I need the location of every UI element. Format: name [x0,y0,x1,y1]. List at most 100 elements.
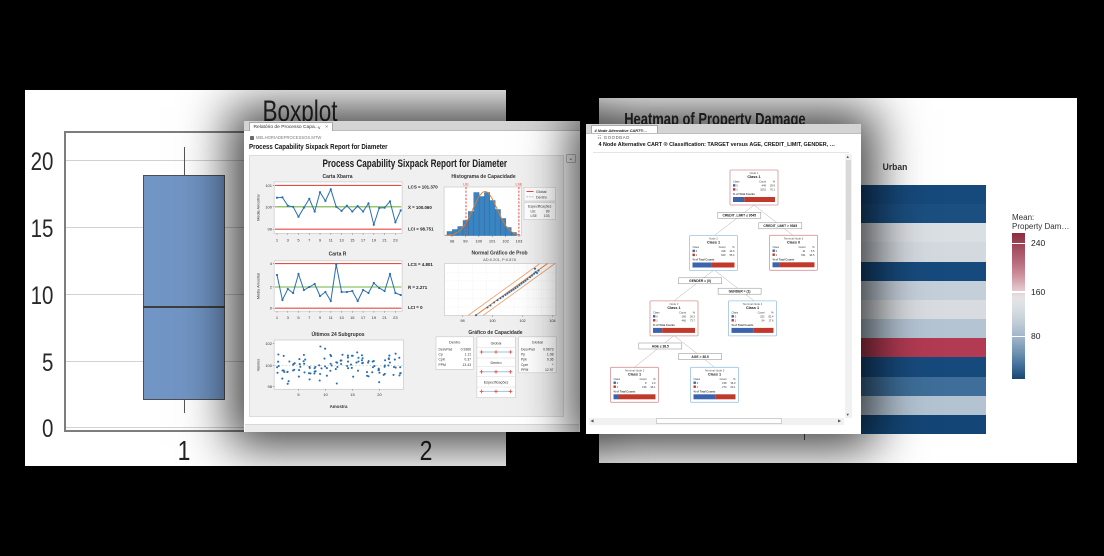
svg-text:AGE > 38.5: AGE > 38.5 [691,354,708,358]
svg-text:%: % [812,244,815,248]
svg-text:17: 17 [360,238,365,243]
svg-text:Ppk: Ppk [521,358,527,362]
svg-text:70.1: 70.1 [770,187,776,191]
svg-text:Class: Class [694,376,701,380]
svg-text:0: 0 [697,380,699,384]
svg-text:20: 20 [377,392,382,397]
svg-text:158: 158 [722,380,727,384]
svg-text:23: 23 [393,238,398,243]
svg-text:LCS = 4.801: LCS = 4.801 [408,262,433,267]
svg-text:55.4: 55.4 [729,253,735,257]
svg-text:PPM: PPM [521,368,529,372]
svg-text:Class: Class [614,376,621,380]
svg-text:1: 1 [275,315,278,320]
svg-text:% of Total Counts: % of Total Counts [773,257,795,261]
svg-text:0.36: 0.36 [546,358,553,362]
svg-text:101: 101 [488,238,495,243]
svg-text:Class 0: Class 0 [787,240,800,244]
svg-text:Carta Xbarra: Carta Xbarra [322,174,352,180]
svg-text:102: 102 [265,341,272,346]
svg-text:54: 54 [762,318,765,322]
svg-text:531: 531 [801,252,806,256]
svg-text:% of Total Counts: % of Total Counts [694,389,716,393]
svg-text:LCS = 101.370: LCS = 101.370 [408,184,438,189]
svg-text:DesvPad: DesvPad [521,347,535,351]
svg-text:0: 0 [696,249,698,253]
svg-text:19: 19 [371,315,376,320]
svg-text:7: 7 [308,238,311,243]
svg-text:Gráfico de Capacidade: Gráfico de Capacidade [468,330,522,336]
svg-text:Class: Class [653,310,660,314]
svg-text:Node 3: Node 3 [670,301,679,305]
svg-text:104: 104 [549,319,555,323]
svg-text:Count: Count [758,310,765,314]
svg-text:1.11: 1.11 [464,353,470,357]
svg-text:Terminal Node 4: Terminal Node 4 [743,301,763,305]
svg-text:AGE ≤ 38.5: AGE ≤ 38.5 [652,344,669,348]
svg-text:Especificações: Especificações [483,381,508,385]
svg-text:5: 5 [297,238,300,243]
svg-text:26.3: 26.3 [690,314,696,318]
svg-text:0: 0 [617,380,619,384]
svg-text:13: 13 [339,238,344,243]
svg-text:Global: Global [490,341,501,345]
svg-text:15: 15 [350,392,355,397]
svg-text:Class 1: Class 1 [628,372,641,376]
svg-text:LIE: LIE [530,209,536,213]
svg-text:Class 1: Class 1 [746,306,759,310]
svg-text:418: 418 [721,249,726,253]
svg-text:%: % [733,376,736,380]
svg-text:100: 100 [265,363,272,368]
svg-text:0: 0 [735,314,737,318]
svg-text:% of Total Counts: % of Total Counts [733,192,755,196]
svg-text:21: 21 [382,238,387,243]
svg-text:Count: Count [720,376,727,380]
svg-text:%: % [771,310,774,314]
svg-text:5: 5 [297,392,300,397]
svg-text:7: 7 [308,315,311,320]
svg-text:13: 13 [339,315,344,320]
svg-text:103: 103 [515,238,522,243]
svg-text:GENDER = (1): GENDER = (1) [729,289,751,293]
svg-text:1: 1 [275,238,278,243]
svg-text:Terminal Node 2: Terminal Node 2 [625,368,645,372]
svg-text:Class 1: Class 1 [707,240,720,244]
svg-text:100: 100 [475,238,482,243]
svg-text:13.43: 13.43 [462,363,471,367]
svg-text:2: 2 [269,285,272,290]
svg-text:1051: 1051 [760,187,766,191]
svg-text:82.4: 82.4 [768,314,774,318]
svg-text:1: 1 [697,384,699,388]
svg-text:Count: Count [759,179,766,183]
svg-text:%: % [732,245,735,249]
svg-text:CREDIT_LIMIT > 9545: CREDIT_LIMIT > 9545 [763,224,797,228]
svg-text:520: 520 [721,253,726,257]
svg-text:X̅ = 100.060: X̅ = 100.060 [407,205,432,210]
svg-text:96.1: 96.1 [650,384,656,388]
svg-text:Últimos 24 Subgrupos: Últimos 24 Subgrupos [311,331,364,338]
svg-text:Class 1: Class 1 [747,175,760,179]
svg-text:CpK: CpK [438,358,445,362]
svg-text:Count: Count [719,245,726,249]
svg-text:Pp: Pp [521,353,525,357]
svg-text:DesvPad: DesvPad [438,347,452,351]
svg-text:1: 1 [776,252,778,256]
svg-text:98: 98 [449,238,454,243]
svg-text:0.9366: 0.9366 [460,347,470,351]
svg-text:Dentro: Dentro [448,340,459,344]
svg-text:Especificações: Especificações [528,204,552,208]
svg-text:Class 1: Class 1 [708,372,721,376]
svg-text:Node 2: Node 2 [709,236,718,240]
svg-text:PPM: PPM [438,363,446,367]
svg-text:73.7: 73.7 [690,318,696,322]
svg-text:9: 9 [318,315,321,320]
svg-text:Terminal Node 5: Terminal Node 5 [784,236,804,240]
svg-text:94.5: 94.5 [809,252,815,256]
svg-text:%: % [693,310,696,314]
svg-text:102: 102 [502,238,509,243]
svg-text:1: 1 [696,253,698,257]
svg-text:0: 0 [269,306,272,311]
svg-text:Amostra: Amostra [329,404,347,409]
svg-text:Class: Class [773,244,780,248]
svg-text:11: 11 [328,315,333,320]
